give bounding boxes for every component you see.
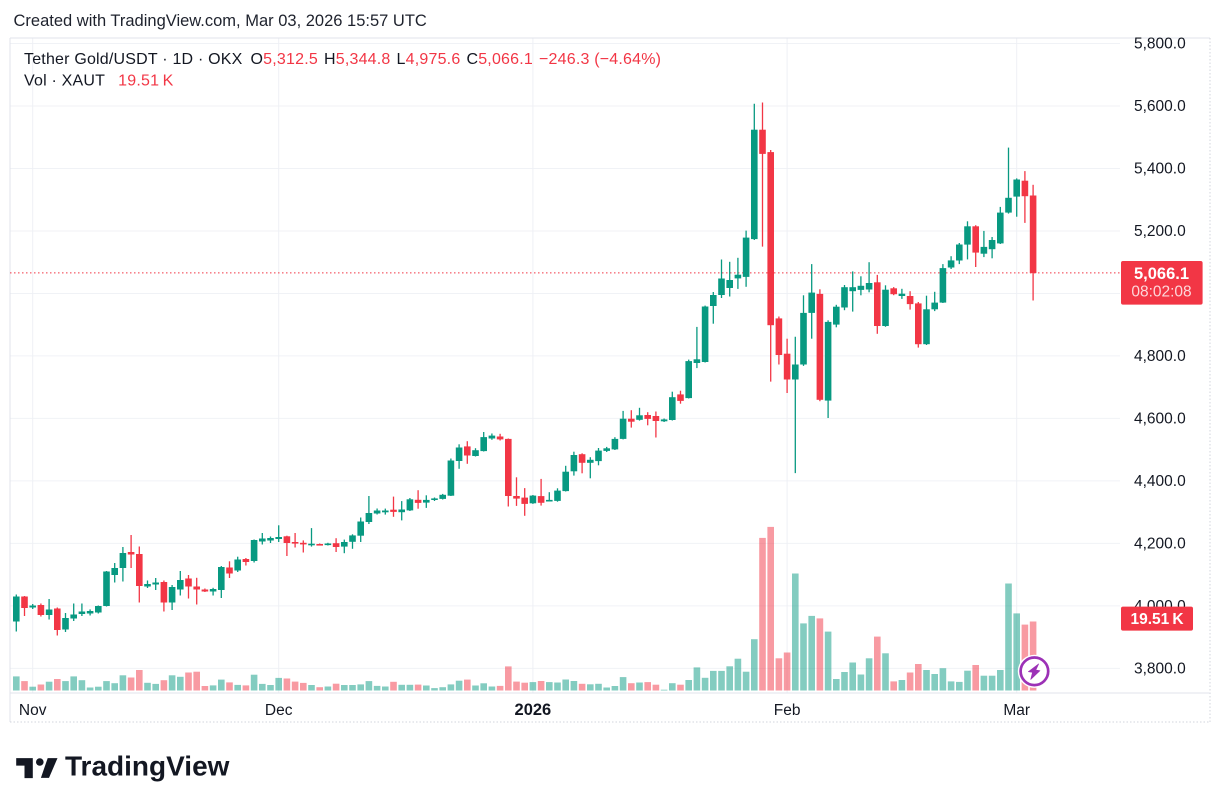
svg-text:TradingView: TradingView xyxy=(65,751,230,782)
svg-text:Mar: Mar xyxy=(1003,702,1030,719)
svg-text:4,200.0: 4,200.0 xyxy=(1134,536,1186,553)
svg-text:5,600.0: 5,600.0 xyxy=(1134,98,1186,115)
svg-text:08:02:08: 08:02:08 xyxy=(1131,284,1191,301)
svg-text:19.51 K: 19.51 K xyxy=(1130,611,1184,628)
svg-text:4,600.0: 4,600.0 xyxy=(1134,411,1186,428)
svg-text:Dec: Dec xyxy=(265,702,293,719)
svg-text:5,066.1: 5,066.1 xyxy=(1134,265,1189,283)
svg-text:5,200.0: 5,200.0 xyxy=(1134,223,1186,240)
svg-text:Nov: Nov xyxy=(19,702,47,719)
svg-text:5,800.0: 5,800.0 xyxy=(1134,36,1186,53)
svg-text:3,800.0: 3,800.0 xyxy=(1134,661,1186,678)
svg-text:Created with TradingView.com,: Created with TradingView.com, Mar 03, 20… xyxy=(14,12,427,30)
svg-text:2026: 2026 xyxy=(515,701,552,719)
svg-text:4,400.0: 4,400.0 xyxy=(1134,473,1186,490)
svg-text:4,800.0: 4,800.0 xyxy=(1134,348,1186,365)
svg-text:Feb: Feb xyxy=(774,702,801,719)
svg-text:5,400.0: 5,400.0 xyxy=(1134,161,1186,178)
